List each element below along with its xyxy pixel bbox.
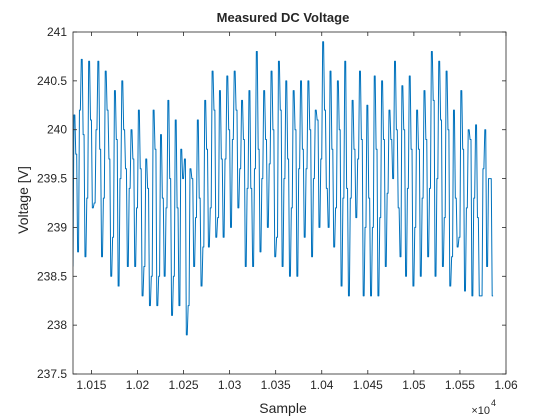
x-axis-exponent: ×10 4 bbox=[471, 398, 496, 417]
x-axis: 1.015 1.02 1.025 1.03 1.035 1.04 1.045 1.05 1.05… bbox=[76, 32, 518, 392]
y-tick-label: 239.5 bbox=[37, 172, 67, 186]
x-tick-label: 1.03 bbox=[218, 378, 242, 392]
y-tick-label: 239 bbox=[47, 220, 67, 234]
series-layer bbox=[73, 41, 494, 336]
x-tick-label: 1.06 bbox=[494, 378, 518, 392]
x-tick-label: 1.02 bbox=[126, 378, 150, 392]
x-tick-label: 1.05 bbox=[402, 378, 426, 392]
x-tick-label: 1.025 bbox=[169, 378, 199, 392]
x-tick-label: 1.04 bbox=[310, 378, 334, 392]
x-tick-label: 1.015 bbox=[76, 378, 106, 392]
x-tick-label: 1.045 bbox=[353, 378, 383, 392]
y-tick-label: 238.5 bbox=[37, 269, 67, 283]
y-tick-label: 237.5 bbox=[37, 367, 67, 381]
y-axis: 237.5 238 238.5 239 239.5 240 240.5 241 bbox=[37, 25, 506, 381]
x-tick-label: 1.055 bbox=[445, 378, 475, 392]
x-axis-exponent-base: ×10 bbox=[471, 405, 490, 417]
chart-title: Measured DC Voltage bbox=[217, 10, 350, 25]
series-line-0 bbox=[73, 41, 494, 336]
y-tick-label: 238 bbox=[47, 318, 67, 332]
x-axis-exponent-power: 4 bbox=[491, 398, 496, 408]
y-tick-label: 241 bbox=[47, 25, 67, 39]
y-tick-label: 240.5 bbox=[37, 74, 67, 88]
y-tick-label: 240 bbox=[47, 123, 67, 137]
x-tick-label: 1.035 bbox=[261, 378, 291, 392]
x-axis-label: Sample bbox=[259, 400, 307, 416]
y-axis-label: Voltage [V] bbox=[15, 166, 31, 234]
axes-box bbox=[72, 31, 507, 375]
